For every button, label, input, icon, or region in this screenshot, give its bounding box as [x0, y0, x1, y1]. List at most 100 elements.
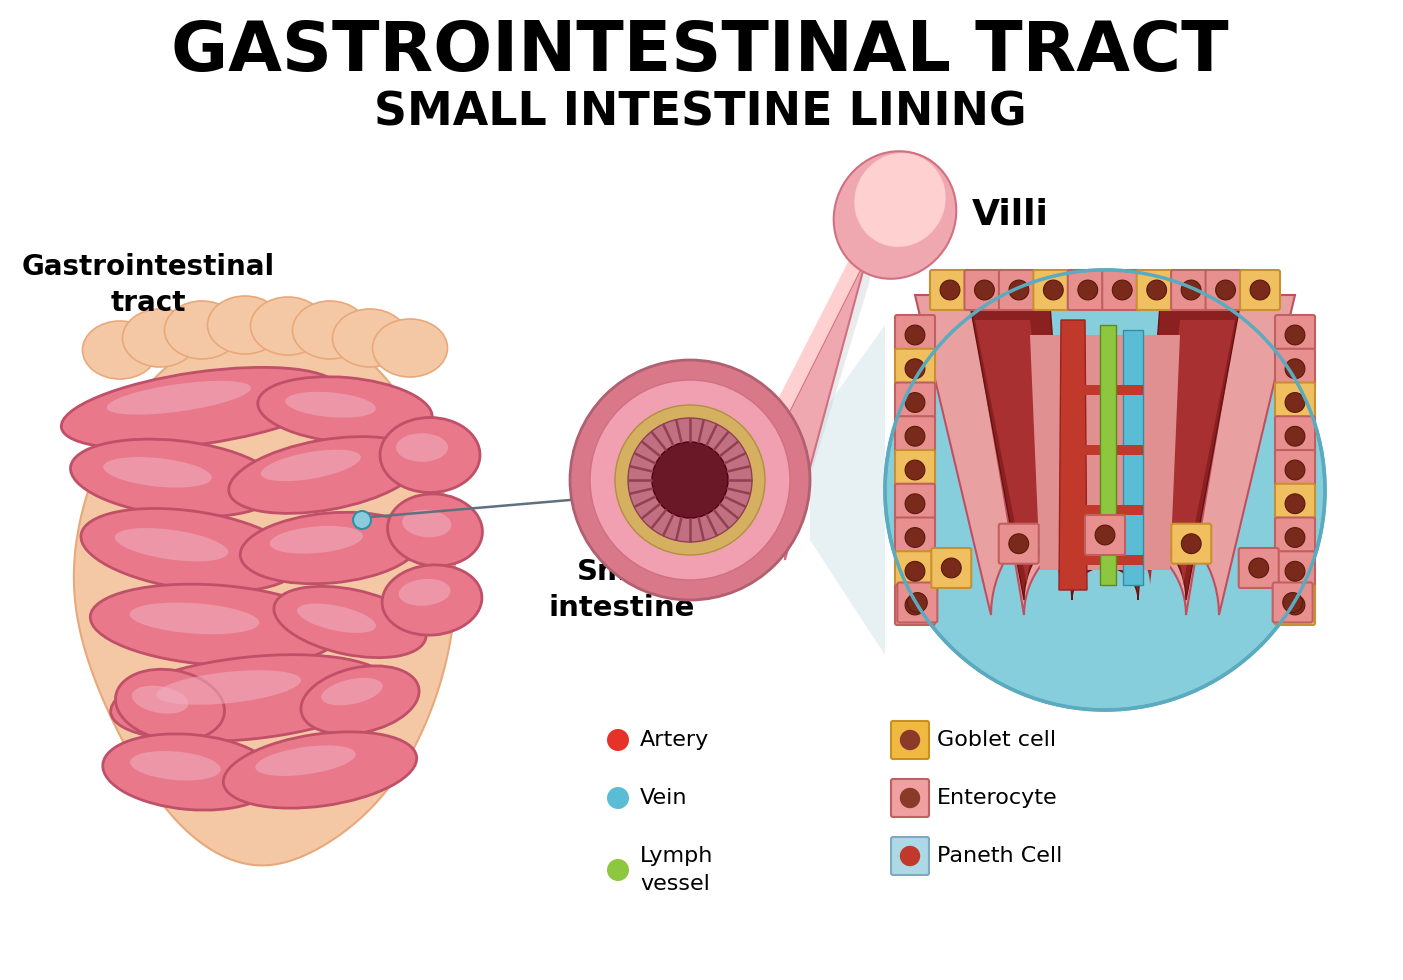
FancyBboxPatch shape — [1240, 270, 1280, 310]
Ellipse shape — [208, 296, 282, 354]
Ellipse shape — [156, 670, 302, 705]
Ellipse shape — [255, 746, 356, 776]
Ellipse shape — [164, 301, 240, 359]
Circle shape — [354, 511, 370, 529]
Ellipse shape — [274, 586, 427, 658]
Circle shape — [1285, 426, 1305, 446]
Circle shape — [1113, 280, 1132, 300]
Circle shape — [1250, 280, 1270, 300]
Ellipse shape — [240, 513, 419, 584]
FancyBboxPatch shape — [1275, 382, 1315, 422]
Ellipse shape — [102, 734, 278, 810]
Circle shape — [1146, 280, 1166, 300]
Ellipse shape — [122, 309, 198, 367]
FancyBboxPatch shape — [1275, 416, 1315, 457]
Circle shape — [905, 494, 925, 514]
Ellipse shape — [300, 665, 419, 734]
Ellipse shape — [297, 604, 376, 633]
Polygon shape — [969, 305, 1240, 600]
Circle shape — [1285, 460, 1305, 480]
Polygon shape — [786, 190, 899, 560]
Circle shape — [905, 426, 925, 446]
Ellipse shape — [258, 376, 432, 443]
FancyBboxPatch shape — [1034, 270, 1073, 310]
Circle shape — [1285, 325, 1305, 345]
Circle shape — [1285, 494, 1305, 514]
Circle shape — [1078, 280, 1097, 300]
Circle shape — [905, 562, 925, 581]
FancyBboxPatch shape — [1205, 270, 1246, 310]
Circle shape — [1181, 280, 1201, 300]
FancyBboxPatch shape — [930, 270, 969, 310]
FancyBboxPatch shape — [932, 548, 971, 588]
FancyBboxPatch shape — [891, 721, 929, 759]
Ellipse shape — [833, 151, 957, 278]
Circle shape — [941, 558, 961, 578]
FancyBboxPatch shape — [895, 450, 934, 490]
FancyBboxPatch shape — [1275, 349, 1315, 389]
FancyBboxPatch shape — [895, 551, 934, 591]
Circle shape — [905, 527, 925, 548]
Ellipse shape — [396, 433, 448, 462]
FancyBboxPatch shape — [1275, 315, 1315, 355]
FancyBboxPatch shape — [895, 416, 934, 457]
Polygon shape — [1100, 325, 1115, 585]
Circle shape — [885, 270, 1324, 710]
Ellipse shape — [251, 297, 325, 355]
Circle shape — [615, 405, 765, 555]
FancyBboxPatch shape — [1273, 582, 1313, 622]
Circle shape — [1285, 393, 1305, 413]
Circle shape — [607, 729, 629, 751]
Circle shape — [1044, 280, 1063, 300]
Text: Villi: Villi — [971, 198, 1048, 232]
Circle shape — [1285, 359, 1305, 378]
Circle shape — [905, 393, 925, 413]
Ellipse shape — [229, 437, 421, 514]
Circle shape — [899, 846, 920, 866]
Ellipse shape — [382, 564, 481, 635]
Polygon shape — [1061, 385, 1143, 395]
Polygon shape — [975, 320, 1235, 585]
Polygon shape — [1122, 330, 1143, 585]
FancyBboxPatch shape — [999, 270, 1038, 310]
FancyBboxPatch shape — [895, 382, 934, 422]
Ellipse shape — [387, 494, 483, 566]
Text: SMALL INTESTINE LINING: SMALL INTESTINE LINING — [373, 90, 1027, 135]
Polygon shape — [1061, 505, 1143, 515]
FancyBboxPatch shape — [895, 517, 934, 558]
Circle shape — [1285, 595, 1305, 614]
Polygon shape — [915, 295, 1295, 615]
Circle shape — [905, 460, 925, 480]
Polygon shape — [774, 170, 899, 420]
FancyBboxPatch shape — [891, 779, 929, 817]
Circle shape — [629, 418, 752, 542]
FancyBboxPatch shape — [898, 582, 937, 622]
FancyBboxPatch shape — [1068, 270, 1108, 310]
Ellipse shape — [111, 655, 389, 741]
Circle shape — [908, 593, 927, 612]
FancyBboxPatch shape — [1275, 551, 1315, 591]
Ellipse shape — [132, 686, 188, 713]
Ellipse shape — [854, 153, 946, 247]
Circle shape — [591, 380, 790, 580]
Circle shape — [905, 359, 925, 378]
Ellipse shape — [115, 528, 229, 562]
Ellipse shape — [90, 584, 340, 665]
FancyBboxPatch shape — [891, 837, 929, 875]
FancyBboxPatch shape — [1136, 270, 1177, 310]
FancyBboxPatch shape — [895, 585, 934, 625]
FancyBboxPatch shape — [1239, 548, 1278, 588]
Circle shape — [899, 730, 920, 751]
Text: Enterocyte: Enterocyte — [937, 788, 1058, 808]
Polygon shape — [74, 319, 456, 865]
Ellipse shape — [104, 457, 212, 488]
FancyBboxPatch shape — [1275, 517, 1315, 558]
Text: Lymph: Lymph — [640, 846, 713, 866]
Ellipse shape — [292, 301, 368, 359]
Circle shape — [905, 325, 925, 345]
Circle shape — [607, 787, 629, 809]
Ellipse shape — [321, 678, 383, 706]
FancyBboxPatch shape — [895, 484, 934, 523]
Text: Vein: Vein — [640, 788, 687, 808]
Ellipse shape — [115, 669, 224, 741]
